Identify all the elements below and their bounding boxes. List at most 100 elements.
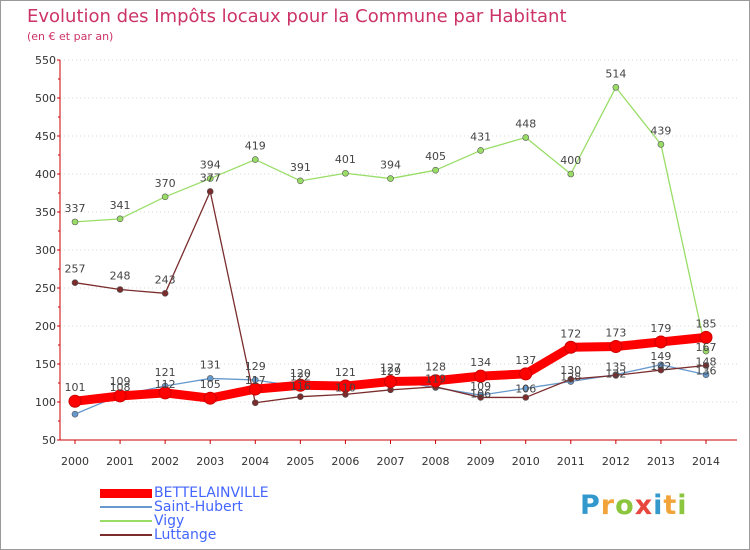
data-label: 112 [155,378,176,391]
data-point-luttange [71,279,79,286]
data-point-bettelainville [654,335,668,349]
proxiti-logo: Proxiti [580,490,688,521]
y-tick-label: 100 [35,396,56,409]
data-label: 130 [560,364,581,377]
data-label: 391 [290,161,311,174]
data-point-luttange [522,394,530,401]
data-label: 128 [560,371,581,384]
data-label: 149 [650,350,671,363]
data-point-bettelainville [68,394,82,408]
legend-label: Saint-Hubert [154,499,243,515]
data-point-vigy [342,169,349,177]
data-label: 128 [425,361,446,374]
data-point-luttange [297,393,304,400]
legend-item: Luttange [100,527,216,543]
y-tick-label: 300 [35,244,56,257]
y-tick-label: 50 [42,434,56,447]
data-point-luttange [477,394,484,401]
data-label: 142 [650,360,671,373]
x-tick-label: 2001 [106,455,134,468]
data-point-bettelainville [564,340,578,354]
data-point-vigy [522,134,530,141]
y-tick-label: 550 [35,54,56,67]
y-tick-label: 150 [35,358,56,371]
data-label: 119 [425,373,446,386]
legend-swatch [100,506,152,508]
data-point-luttange [567,375,575,383]
data-point-luttange [116,286,124,293]
data-label: 105 [200,378,221,391]
x-tick-label: 2003 [196,455,224,468]
logo-letter: o [615,490,635,521]
data-label: 514 [605,67,626,80]
data-point-saint-hubert [206,375,214,382]
data-point-vigy [432,166,439,174]
logo-letter: x [634,490,654,521]
y-tick-label: 350 [35,206,56,219]
data-label: 148 [696,356,717,369]
data-point-bettelainville [203,391,217,405]
data-point-vigy [387,175,394,182]
data-label: 248 [110,270,131,283]
legend-item: Saint-Hubert [100,499,243,515]
data-label: 337 [65,202,86,215]
legend-label: BETTELAINVILLE [154,485,269,501]
data-label: 243 [155,273,176,286]
data-label: 173 [605,327,626,340]
data-label: 370 [155,177,176,190]
legend-swatch [100,488,152,498]
data-label: 185 [696,317,717,330]
data-point-vigy [251,156,259,163]
data-point-bettelainville [474,369,488,383]
legend-swatch [100,534,152,536]
data-point-bettelainville [293,378,307,392]
data-point-bettelainville [248,382,262,396]
y-tick-label: 500 [35,92,56,105]
data-label: 131 [200,358,221,371]
logo-letter: P [580,490,601,521]
data-label: 109 [110,375,131,388]
data-label: 135 [605,360,626,373]
series-line-vigy [74,86,707,352]
data-label: 134 [470,356,491,369]
x-tick-label: 2008 [422,455,450,468]
data-point-bettelainville [429,374,443,388]
data-label: 405 [425,150,446,163]
data-label: 117 [245,374,266,387]
x-tick-label: 2013 [647,455,675,468]
y-tick-label: 200 [35,320,56,333]
data-point-vigy [71,218,79,226]
data-point-bettelainville [338,379,352,393]
data-label: 129 [380,365,401,378]
data-point-vigy [477,147,484,154]
x-tick-label: 2009 [467,455,495,468]
data-label: 179 [650,322,671,335]
data-point-bettelainville [113,389,127,403]
data-label: 377 [200,171,221,184]
data-point-vigy [657,141,665,148]
data-label: 401 [335,153,356,166]
x-tick-label: 2011 [557,455,585,468]
data-label: 106 [515,382,536,395]
data-point-saint-hubert [702,371,710,378]
data-label: 439 [650,124,671,137]
data-label: 116 [290,380,311,393]
data-label: 394 [380,159,401,172]
chart-title: Evolution des Impôts locaux pour la Comm… [27,6,567,27]
data-label: 137 [515,354,536,367]
x-tick-label: 2014 [692,455,720,468]
data-point-luttange [206,188,214,195]
data-point-luttange [657,366,665,374]
legend-swatch [100,520,152,522]
data-label: 121 [335,366,356,379]
legend-item: BETTELAINVILLE [100,485,269,501]
x-tick-label: 2012 [602,455,630,468]
data-label: 110 [335,381,356,394]
data-point-vigy [297,177,304,185]
data-label: 101 [65,381,86,394]
chart-subtitle: (en € et par an) [27,30,114,43]
data-label: 394 [200,159,221,172]
x-tick-label: 2006 [331,455,359,468]
logo-letter: t [663,490,678,521]
data-label: 431 [470,130,491,143]
